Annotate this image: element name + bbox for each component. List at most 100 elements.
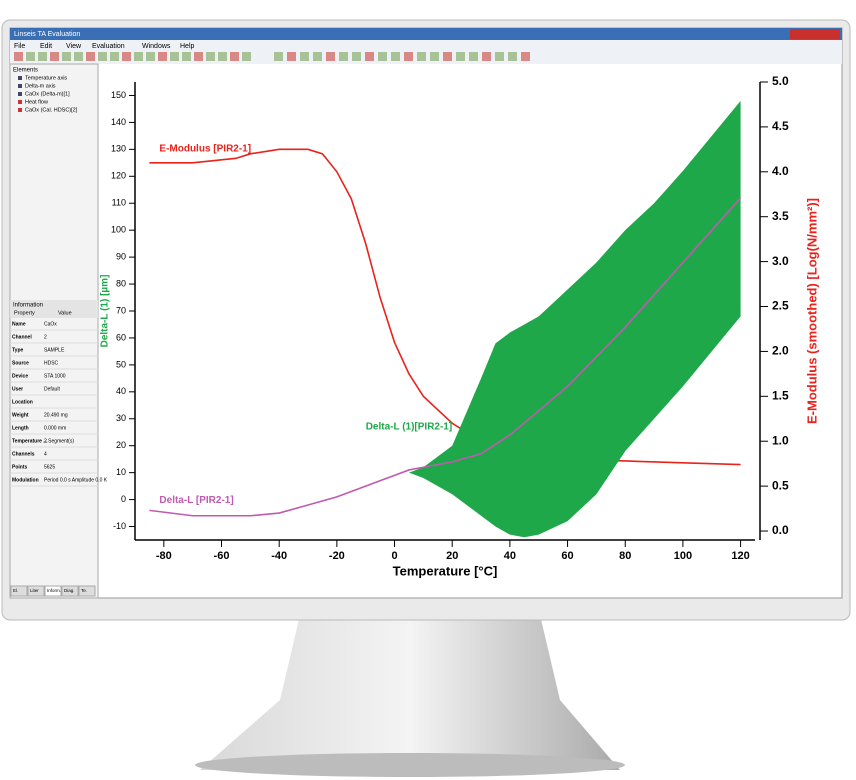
- element-item[interactable]: CaOx (Cal. HDSC)[2]: [25, 107, 78, 113]
- info-header: Value: [58, 310, 72, 316]
- toolbar-button[interactable]: [26, 52, 35, 61]
- toolbar-button[interactable]: [274, 52, 283, 61]
- info-value: 2: [44, 334, 47, 340]
- info-value: 0.000 mm: [44, 425, 66, 431]
- y-tick-label: 30: [116, 413, 126, 423]
- menu-item[interactable]: Help: [180, 43, 195, 50]
- toolbar-button[interactable]: [378, 52, 387, 61]
- stand: [200, 615, 620, 770]
- info-property: Device: [12, 373, 28, 379]
- tab[interactable]: [78, 585, 96, 597]
- y-tick-label: 70: [116, 305, 126, 315]
- toolbar-button[interactable]: [365, 52, 374, 61]
- menu-item[interactable]: Evaluation: [92, 43, 125, 50]
- menu-bar: File Edit View Evaluation Windows Help: [14, 43, 530, 61]
- toolbar-button[interactable]: [404, 52, 413, 61]
- window-buttons[interactable]: [790, 29, 840, 39]
- toolbar-button[interactable]: [352, 52, 361, 61]
- panel-title: Elements: [13, 68, 38, 74]
- tab[interactable]: [10, 585, 28, 597]
- chart: -80 -60 -40 -20 0 20 40 60 80 100 120 -10 0 10 20 30 40 5…: [100, 74, 820, 578]
- info-value: Default: [44, 386, 60, 392]
- y-axis-title: Delta-L (1) [µm]: [100, 275, 111, 348]
- element-item[interactable]: Heat flow: [25, 99, 48, 105]
- toolbar-button[interactable]: [287, 52, 296, 61]
- toolbar-button[interactable]: [508, 52, 517, 61]
- y2-tick-label: 3.5: [772, 209, 789, 223]
- title-bar: [10, 28, 842, 40]
- panel-title: Information: [13, 303, 43, 309]
- tab-label[interactable]: Inform.: [47, 588, 61, 593]
- info-property: Length: [12, 425, 29, 431]
- toolbar-button[interactable]: [218, 52, 227, 61]
- tab[interactable]: [61, 585, 79, 597]
- tab[interactable]: [27, 585, 45, 597]
- info-header-bg: [10, 300, 98, 318]
- toolbar-button[interactable]: [182, 52, 191, 61]
- toolbar-button[interactable]: [14, 52, 23, 61]
- toolbar-button[interactable]: [482, 52, 491, 61]
- toolbar-button[interactable]: [194, 52, 203, 61]
- toolbar-button[interactable]: [443, 52, 452, 61]
- toolbar-button[interactable]: [339, 52, 348, 61]
- toolbar-button[interactable]: [495, 52, 504, 61]
- info-value: STA 1000: [44, 373, 66, 379]
- y-tick-label: 140: [111, 117, 126, 127]
- toolbar-button[interactable]: [469, 52, 478, 61]
- toolbar-button[interactable]: [110, 52, 119, 61]
- menu-item[interactable]: Edit: [40, 43, 52, 50]
- toolbar-button[interactable]: [62, 52, 71, 61]
- sidebar: [9, 63, 99, 599]
- tab-label[interactable]: El.: [13, 588, 18, 593]
- toolbar-button[interactable]: [74, 52, 83, 61]
- toolbar-button[interactable]: [146, 52, 155, 61]
- toolbar-button[interactable]: [122, 52, 131, 61]
- tab-label[interactable]: Te.: [81, 588, 87, 593]
- y-tick-label: 80: [116, 278, 126, 288]
- toolbar-button[interactable]: [456, 52, 465, 61]
- toolbar-button[interactable]: [158, 52, 167, 61]
- info-property: Weight: [12, 412, 29, 418]
- element-item[interactable]: Delta-m axis: [25, 83, 56, 89]
- toolbar-button[interactable]: [170, 52, 179, 61]
- info-value: 5625: [44, 464, 55, 470]
- x-tick-label: 0: [391, 550, 397, 562]
- toolbar-button[interactable]: [326, 52, 335, 61]
- x-tick-label: -40: [271, 550, 287, 562]
- toolbar-button[interactable]: [242, 52, 251, 61]
- toolbar-button[interactable]: [206, 52, 215, 61]
- toolbar-button[interactable]: [430, 52, 439, 61]
- element-item[interactable]: CaOx (Delta-m)[1]: [25, 91, 70, 97]
- tab-label[interactable]: Liter: [30, 588, 39, 593]
- toolbar-button[interactable]: [50, 52, 59, 61]
- x-tick-label: -60: [214, 550, 230, 562]
- info-property: User: [12, 386, 23, 392]
- y-tick-label: 110: [112, 198, 126, 208]
- info-property: Channels: [12, 451, 35, 457]
- info-property: Modulation: [12, 477, 39, 483]
- toolbar-button[interactable]: [417, 52, 426, 61]
- toolbar-button[interactable]: [38, 52, 47, 61]
- tab[interactable]: [44, 585, 62, 597]
- y-tick-label: 50: [116, 359, 126, 369]
- menu-item[interactable]: File: [14, 43, 25, 50]
- element-item[interactable]: Temperature axis: [25, 75, 67, 81]
- toolbar-button[interactable]: [300, 52, 309, 61]
- toolbar-button[interactable]: [98, 52, 107, 61]
- toolbar-button[interactable]: [86, 52, 95, 61]
- toolbar-button[interactable]: [313, 52, 322, 61]
- toolbar-button[interactable]: [391, 52, 400, 61]
- element-icon: [18, 100, 22, 104]
- toolbar-button[interactable]: [521, 52, 530, 61]
- tab-label[interactable]: Diag.: [64, 588, 75, 593]
- toolbar-button[interactable]: [134, 52, 143, 61]
- menu-item[interactable]: Windows: [142, 43, 171, 50]
- x-tick-label: 80: [619, 550, 631, 562]
- y2-tick-label: 4.0: [772, 164, 789, 178]
- menu-item[interactable]: View: [66, 43, 82, 50]
- element-icon: [18, 84, 22, 88]
- toolbar-button[interactable]: [230, 52, 239, 61]
- element-icon: [18, 76, 22, 80]
- series-label: E-Modulus [PIR2-1]: [159, 143, 251, 154]
